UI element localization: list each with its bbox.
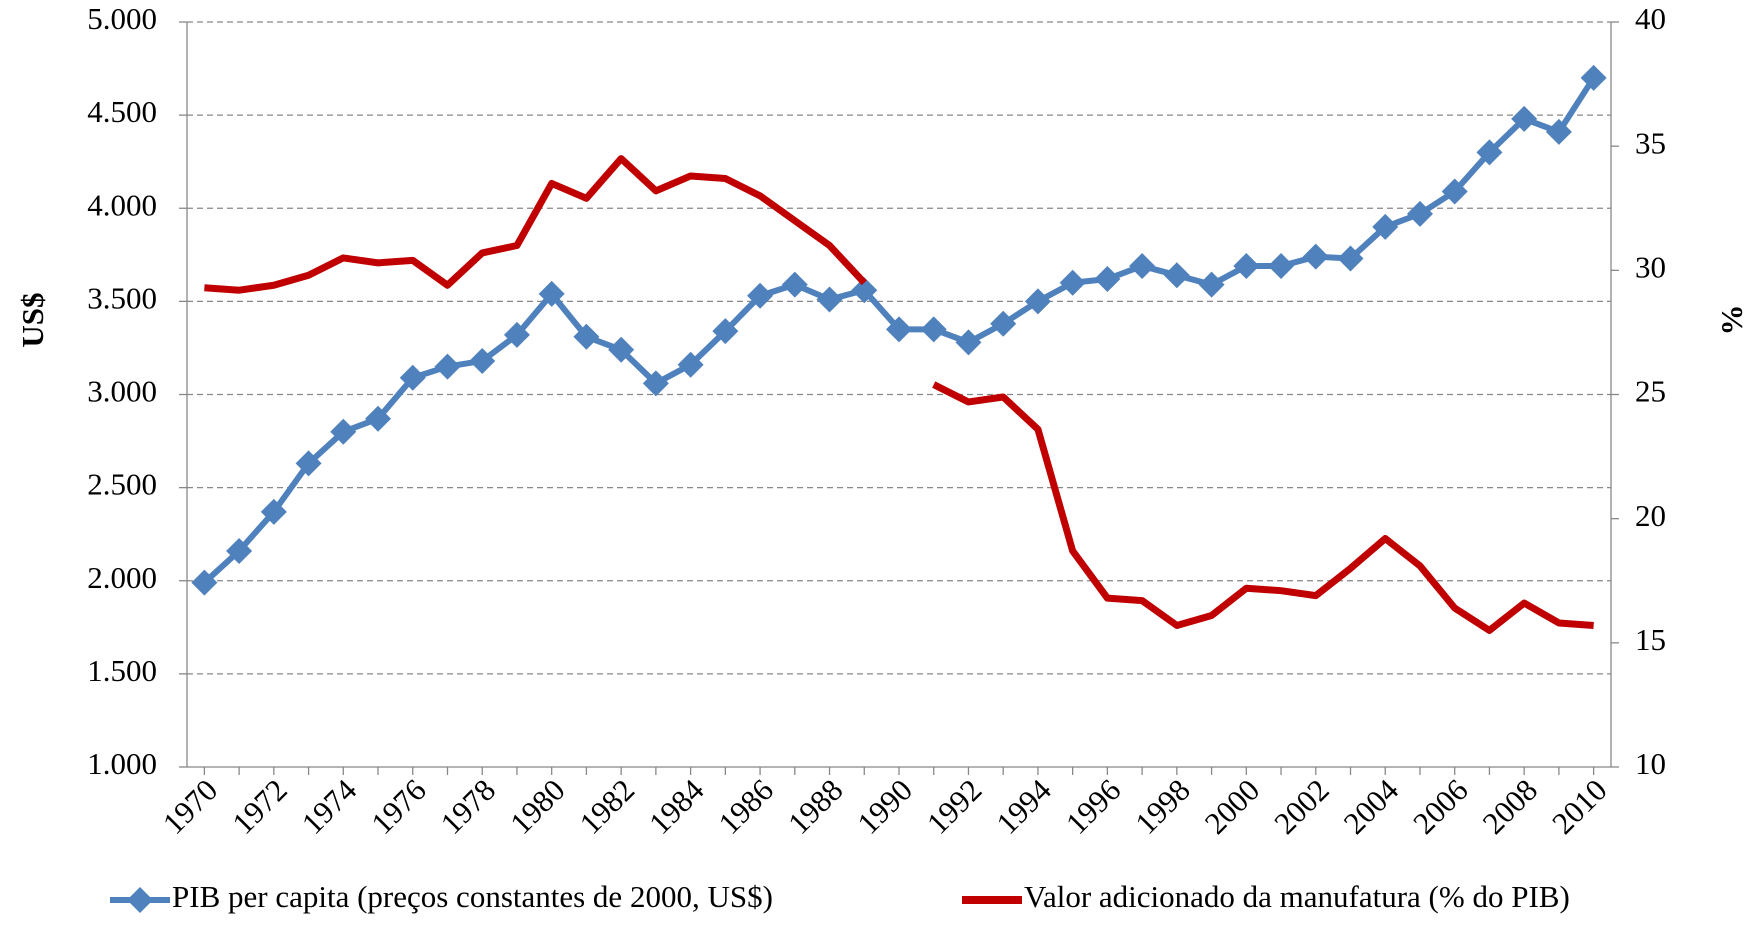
marker [1476, 139, 1503, 166]
x-tick-label: 1972 [225, 772, 294, 841]
marker [1233, 252, 1260, 279]
marker [1198, 271, 1225, 298]
marker [642, 370, 669, 397]
y2-axis-label: % [1714, 305, 1749, 336]
y-tick-label: 4.000 [87, 187, 157, 222]
x-tick-label: 2004 [1337, 772, 1406, 841]
marker [851, 277, 878, 304]
x-tick-label: 1988 [781, 772, 850, 841]
x-tick-label: 1982 [573, 772, 642, 841]
legend-label: PIB per capita (preços constantes de 200… [172, 879, 773, 914]
y2-tick-label: 25 [1635, 374, 1666, 409]
marker [573, 323, 600, 350]
x-tick-label: 1986 [711, 772, 780, 841]
x-tick-label: 2002 [1267, 772, 1336, 841]
marker [503, 321, 530, 348]
y2-tick-label: 30 [1635, 249, 1666, 284]
marker [330, 418, 357, 445]
marker [1163, 262, 1190, 289]
marker [1545, 118, 1572, 145]
marker [260, 498, 287, 525]
marker [1302, 243, 1329, 270]
marker [191, 569, 218, 596]
marker [538, 280, 565, 307]
y-tick-label: 1.000 [87, 746, 157, 781]
marker [226, 537, 253, 564]
x-tick-label: 2008 [1476, 772, 1545, 841]
legend-label: Valor adicionado da manufatura (% do PIB… [1024, 879, 1570, 914]
x-tick-label: 2000 [1198, 772, 1267, 841]
marker [1406, 200, 1433, 227]
marker [920, 316, 947, 343]
marker [1024, 288, 1051, 315]
y-tick-label: 3.500 [87, 280, 157, 315]
marker [1094, 266, 1121, 293]
y2-tick-label: 10 [1635, 746, 1666, 781]
marker [816, 286, 843, 313]
marker [1511, 105, 1538, 132]
y-axis-label: US$ [15, 292, 50, 347]
x-tick-label: 1978 [434, 772, 503, 841]
marker [295, 450, 322, 477]
marker [955, 329, 982, 356]
marker [399, 364, 426, 391]
x-tick-label: 2010 [1545, 772, 1614, 841]
y-tick-label: 4.500 [87, 94, 157, 129]
marker [747, 282, 774, 309]
x-tick-label: 1994 [989, 772, 1058, 841]
marker [1372, 213, 1399, 240]
marker [990, 310, 1017, 337]
y2-tick-label: 35 [1635, 125, 1666, 160]
x-tick-label: 1980 [503, 772, 572, 841]
series-line [204, 155, 1594, 634]
x-tick-label: 1976 [364, 772, 433, 841]
y2-tick-label: 15 [1635, 622, 1666, 657]
y-tick-label: 2.500 [87, 467, 157, 502]
marker [677, 351, 704, 378]
y2-tick-label: 20 [1635, 498, 1666, 533]
x-tick-label: 1974 [295, 772, 364, 841]
legend-marker [127, 887, 153, 913]
marker [712, 318, 739, 345]
marker [1580, 64, 1607, 91]
x-tick-label: 1990 [850, 772, 919, 841]
marker [1441, 178, 1468, 205]
marker [365, 405, 392, 432]
marker [1337, 245, 1364, 272]
marker [1059, 269, 1086, 296]
marker [886, 316, 912, 343]
marker [608, 336, 635, 363]
y-tick-label: 1.500 [87, 653, 157, 688]
marker [434, 353, 461, 380]
x-tick-label: 1996 [1059, 772, 1128, 841]
x-tick-label: 1992 [920, 772, 989, 841]
x-tick-label: 1984 [642, 772, 711, 841]
y-tick-label: 5.000 [87, 1, 157, 36]
y-tick-label: 2.000 [87, 560, 157, 595]
x-tick-label: 1970 [156, 772, 225, 841]
x-tick-label: 2006 [1406, 772, 1475, 841]
y2-tick-label: 40 [1635, 1, 1666, 36]
marker [781, 271, 808, 298]
marker [1129, 252, 1156, 279]
marker [1268, 252, 1295, 279]
marker [469, 347, 496, 374]
x-tick-label: 1998 [1128, 772, 1197, 841]
y-tick-label: 3.000 [87, 374, 157, 409]
